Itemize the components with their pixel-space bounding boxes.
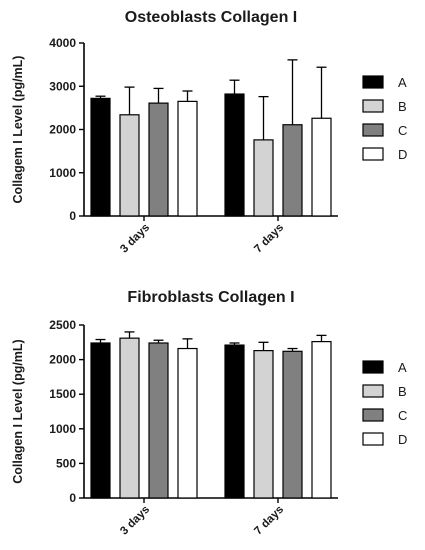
- y-tick-label: 1000: [49, 166, 76, 180]
- bar-b-3-days: [119, 114, 140, 217]
- y-tick-label: 2000: [49, 123, 76, 137]
- x-tick-label: 7 days: [252, 504, 286, 538]
- x-tick-label: 7 days: [252, 222, 286, 256]
- legend-label-b: B: [398, 384, 407, 399]
- bar-c-3-days: [148, 102, 169, 217]
- x-tick-label: 3 days: [118, 222, 152, 256]
- y-axis-label: Collagem I Level (pg/mL): [11, 56, 25, 204]
- legend-swatch-c: [362, 123, 384, 137]
- bar-c-7-days: [282, 124, 303, 217]
- legend-swatch-d: [362, 432, 384, 446]
- y-axis-label: Collagen I Level (pg/mL): [11, 339, 25, 483]
- legend-swatch-d: [362, 147, 384, 161]
- x-tick-label: 3 days: [118, 504, 152, 538]
- bar-a-7-days: [224, 93, 245, 217]
- bar-b-7-days: [253, 139, 274, 217]
- chart-panel-1: Osteoblasts Collagen I Collagem I Level (…: [11, 9, 407, 255]
- bar-c-7-days: [282, 350, 303, 499]
- bar-d-3-days: [177, 100, 198, 217]
- legend-label-d: D: [398, 147, 407, 162]
- bar-a-3-days: [90, 342, 111, 499]
- legend-swatch-b: [362, 99, 384, 113]
- y-tick-label: 0: [69, 491, 76, 505]
- bar-a-7-days: [224, 344, 245, 499]
- y-tick-label: 2000: [49, 353, 76, 367]
- legend-swatch-a: [362, 360, 384, 374]
- legend-label-c: C: [398, 123, 407, 138]
- y-tick-label: 2500: [49, 318, 76, 332]
- legend-label-a: A: [398, 360, 407, 375]
- chart-title: Fibroblasts Collagen I: [127, 289, 294, 306]
- legend-swatch-c: [362, 408, 384, 422]
- chart-panel-2: Fibroblasts Collagen I Collagen I Level (…: [11, 289, 407, 537]
- bar-b-3-days: [119, 337, 140, 499]
- chart-title: Osteoblasts Collagen I: [125, 9, 297, 26]
- legend-label-d: D: [398, 432, 407, 447]
- bar-a-3-days: [90, 97, 111, 217]
- y-tick-label: 1000: [49, 422, 76, 436]
- bar-b-7-days: [253, 350, 274, 499]
- legend-label-c: C: [398, 408, 407, 423]
- legend-label-b: B: [398, 99, 407, 114]
- legend-label-a: A: [398, 75, 407, 90]
- y-tick-label: 4000: [49, 36, 76, 50]
- bar-d-3-days: [177, 347, 198, 499]
- y-tick-label: 3000: [49, 79, 76, 93]
- bar-d-7-days: [311, 341, 332, 499]
- y-tick-label: 1500: [49, 387, 76, 401]
- legend-swatch-b: [362, 384, 384, 398]
- y-tick-label: 500: [56, 456, 76, 470]
- bar-d-7-days: [311, 117, 332, 217]
- bar-c-3-days: [148, 342, 169, 499]
- legend-swatch-a: [362, 75, 384, 89]
- y-tick-label: 0: [69, 209, 76, 223]
